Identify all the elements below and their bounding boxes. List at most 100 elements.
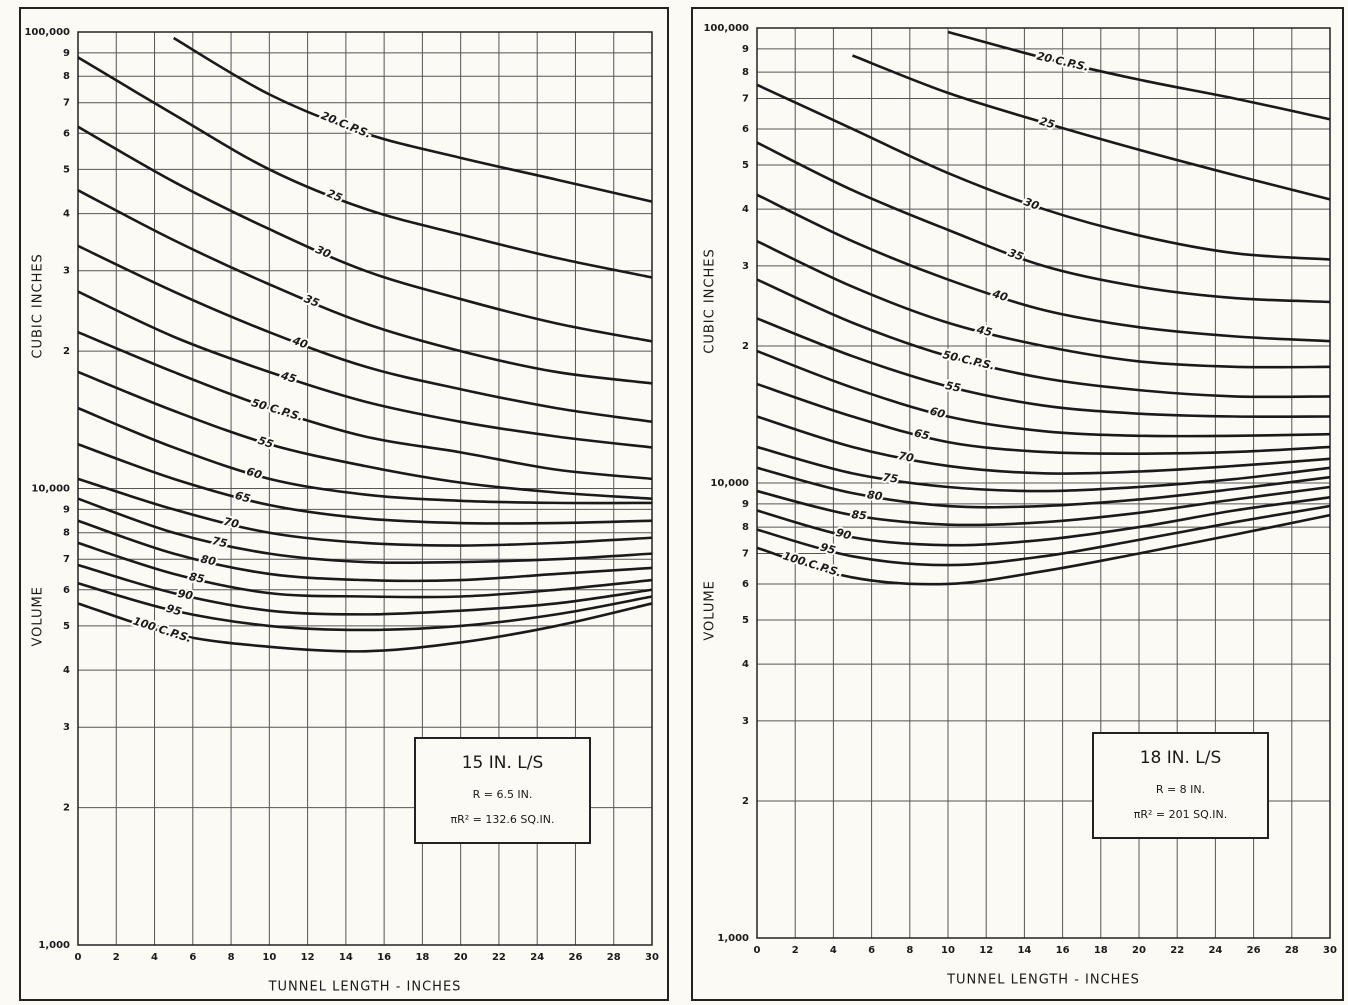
y-tick-label: 5 bbox=[63, 621, 70, 632]
info-box-line: πR² = 132.6 SQ.IN. bbox=[451, 813, 555, 826]
y-tick-label: 8 bbox=[63, 71, 70, 82]
curve bbox=[77, 125, 653, 343]
x-tick-label: 12 bbox=[979, 945, 993, 956]
x-tick-label: 0 bbox=[75, 952, 82, 963]
x-tick-label: 2 bbox=[792, 945, 799, 956]
x-tick-label: 26 bbox=[569, 952, 583, 963]
y-tick-label: 9 bbox=[63, 48, 70, 59]
curve bbox=[756, 485, 1331, 527]
curve bbox=[77, 290, 653, 449]
curve bbox=[756, 504, 1331, 567]
curve bbox=[77, 519, 653, 583]
x-tick-label: 4 bbox=[151, 952, 158, 963]
y-tick-label: 6 bbox=[742, 124, 749, 135]
x-tick-label: 0 bbox=[754, 945, 761, 956]
y-tick-label: 10,000 bbox=[31, 484, 70, 495]
y-tick-label: 8 bbox=[742, 67, 749, 78]
curve bbox=[77, 582, 653, 632]
y-axis-label: CUBIC INCHES bbox=[31, 253, 46, 358]
curve-label: 45 bbox=[974, 323, 993, 340]
y-tick-label: 4 bbox=[742, 204, 749, 215]
curve-label: 55 bbox=[944, 379, 962, 395]
curve bbox=[756, 445, 1331, 493]
curve-label: 70 bbox=[222, 515, 240, 531]
y-axis-label: CUBIC INCHES bbox=[703, 248, 718, 353]
curve bbox=[77, 56, 653, 279]
y-tick-label: 9 bbox=[63, 504, 70, 515]
curve bbox=[756, 496, 1331, 547]
x-axis-label: TUNNEL LENGTH - INCHES bbox=[268, 980, 462, 995]
x-tick-label: 10 bbox=[262, 952, 276, 963]
curve bbox=[756, 349, 1331, 438]
x-tick-label: 30 bbox=[1323, 945, 1337, 956]
info-box bbox=[414, 737, 591, 844]
curve-label: 90 bbox=[177, 587, 195, 603]
curve bbox=[756, 466, 1331, 509]
info-box-line: R = 6.5 IN. bbox=[473, 788, 533, 801]
x-tick-label: 18 bbox=[1094, 945, 1108, 956]
x-tick-label: 28 bbox=[1285, 945, 1299, 956]
curve bbox=[77, 497, 653, 565]
y-tick-label: 4 bbox=[63, 209, 70, 220]
y-tick-label: 3 bbox=[742, 261, 749, 272]
y-tick-label: 2 bbox=[63, 346, 70, 357]
curve bbox=[756, 83, 1331, 261]
curve-label: 80 bbox=[199, 552, 217, 568]
curve bbox=[77, 563, 653, 616]
y-tick-label: 3 bbox=[63, 722, 70, 733]
curve-label: 85 bbox=[188, 570, 206, 586]
y-tick-label: 4 bbox=[742, 659, 749, 670]
curve-label: 45 bbox=[278, 369, 298, 386]
y-tick-label: 6 bbox=[63, 585, 70, 596]
info-box-line: πR² = 201 SQ.IN. bbox=[1134, 808, 1227, 821]
y-tick-label: 1,000 bbox=[717, 933, 749, 944]
y-tick-label: 2 bbox=[742, 341, 749, 352]
x-tick-label: 4 bbox=[830, 945, 837, 956]
y-tick-label: 5 bbox=[742, 160, 749, 171]
y-tick-label: 100,000 bbox=[24, 27, 70, 38]
curve bbox=[756, 415, 1331, 475]
curve-label: 75 bbox=[882, 471, 899, 486]
curve bbox=[77, 477, 653, 547]
y-tick-label: 4 bbox=[63, 665, 70, 676]
curve-label: 65 bbox=[913, 426, 931, 443]
x-tick-label: 24 bbox=[1208, 945, 1222, 956]
x-tick-label: 30 bbox=[645, 952, 659, 963]
curve-label: 65 bbox=[234, 489, 253, 506]
y-tick-label: 2 bbox=[63, 803, 70, 814]
curve bbox=[173, 36, 653, 203]
curve-label: 85 bbox=[851, 508, 868, 522]
y-tick-label: 7 bbox=[742, 93, 749, 104]
x-tick-label: 24 bbox=[530, 952, 544, 963]
y-tick-label: 9 bbox=[742, 44, 749, 55]
y-tick-label: 7 bbox=[742, 548, 749, 559]
y-tick-label: 6 bbox=[63, 128, 70, 139]
curve bbox=[77, 370, 653, 500]
x-tick-label: 26 bbox=[1247, 945, 1261, 956]
x-tick-label: 8 bbox=[906, 945, 913, 956]
y-tick-label: 8 bbox=[742, 522, 749, 533]
curve-label: 80 bbox=[866, 488, 883, 503]
x-tick-label: 6 bbox=[868, 945, 875, 956]
curve bbox=[756, 240, 1331, 369]
curve-label: 75 bbox=[211, 534, 229, 550]
x-axis-label: TUNNEL LENGTH - INCHES bbox=[946, 973, 1140, 988]
y-axis-label: VOLUME bbox=[31, 586, 46, 646]
curve bbox=[756, 193, 1331, 343]
x-tick-label: 22 bbox=[1170, 945, 1184, 956]
y-tick-label: 5 bbox=[742, 615, 749, 626]
y-tick-label: 9 bbox=[742, 499, 749, 510]
curve bbox=[852, 54, 1331, 201]
x-tick-label: 28 bbox=[607, 952, 621, 963]
y-tick-label: 100,000 bbox=[703, 23, 749, 34]
curve bbox=[756, 317, 1331, 419]
y-tick-label: 3 bbox=[63, 266, 70, 277]
y-tick-label: 7 bbox=[63, 98, 70, 109]
x-tick-label: 12 bbox=[301, 952, 315, 963]
curve bbox=[756, 141, 1331, 304]
info-box bbox=[1092, 732, 1269, 839]
info-box-title: 18 IN. L/S bbox=[1140, 748, 1222, 768]
x-tick-label: 14 bbox=[1017, 945, 1031, 956]
